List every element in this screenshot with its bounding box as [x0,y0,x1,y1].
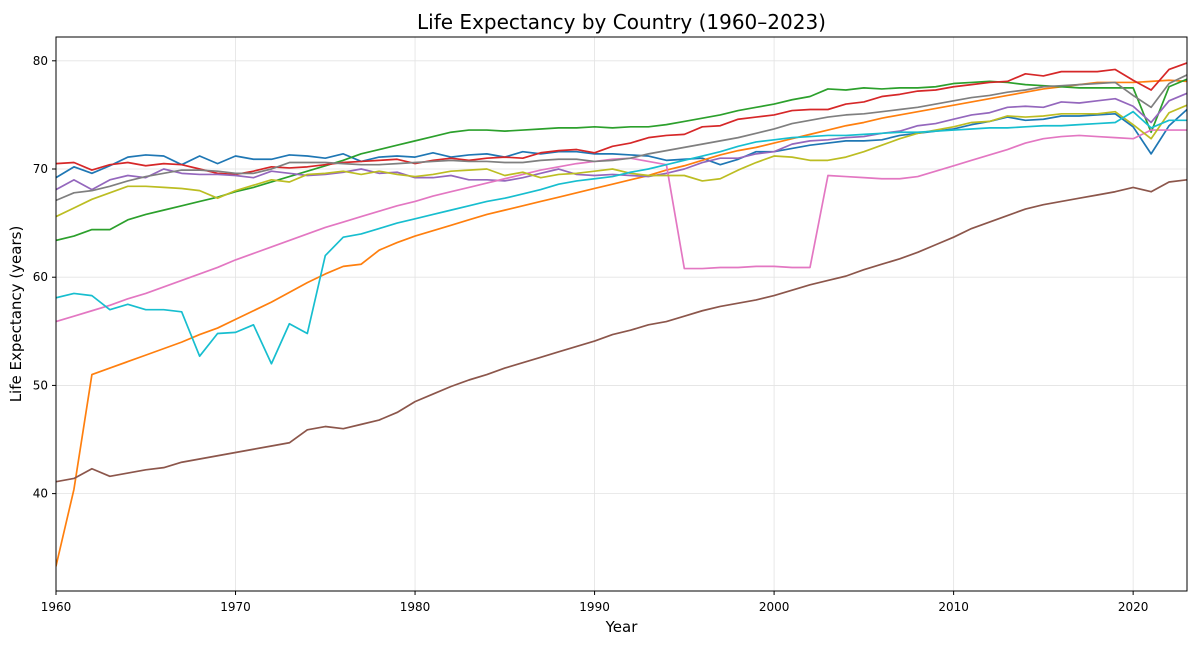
y-tick-label: 40 [33,487,48,501]
chart-title: Life Expectancy by Country (1960–2023) [417,10,826,34]
series-line-series-9 [56,104,1187,218]
gridlines [55,37,1187,591]
series-lines [56,62,1187,567]
series-line-series-6 [56,178,1187,483]
y-tick-label: 60 [33,270,48,284]
x-tick-label: 1970 [220,600,251,614]
x-tick-label: 2010 [938,600,969,614]
series-line-series-8 [56,74,1187,202]
x-axis-ticks: 1960 1970 1980 1990 2000 2010 2020 [41,591,1149,614]
x-axis-label: Year [605,618,639,636]
y-tick-label: 70 [33,162,48,176]
x-tick-label: 2000 [759,600,790,614]
y-tick-label: 50 [33,378,48,392]
plot-area-frame [55,36,1188,592]
series-line-series-2 [56,79,1187,567]
x-tick-label: 1960 [41,600,72,614]
y-axis-label: Life Expectancy (years) [7,226,25,403]
x-tick-label: 1980 [400,600,431,614]
y-axis-ticks: 40 50 60 70 80 [33,54,56,501]
x-tick-label: 2020 [1118,600,1149,614]
y-tick-label: 80 [33,54,48,68]
series-line-series-10 [56,110,1187,365]
x-tick-label: 1990 [579,600,610,614]
series-line-series-1 [56,108,1187,179]
